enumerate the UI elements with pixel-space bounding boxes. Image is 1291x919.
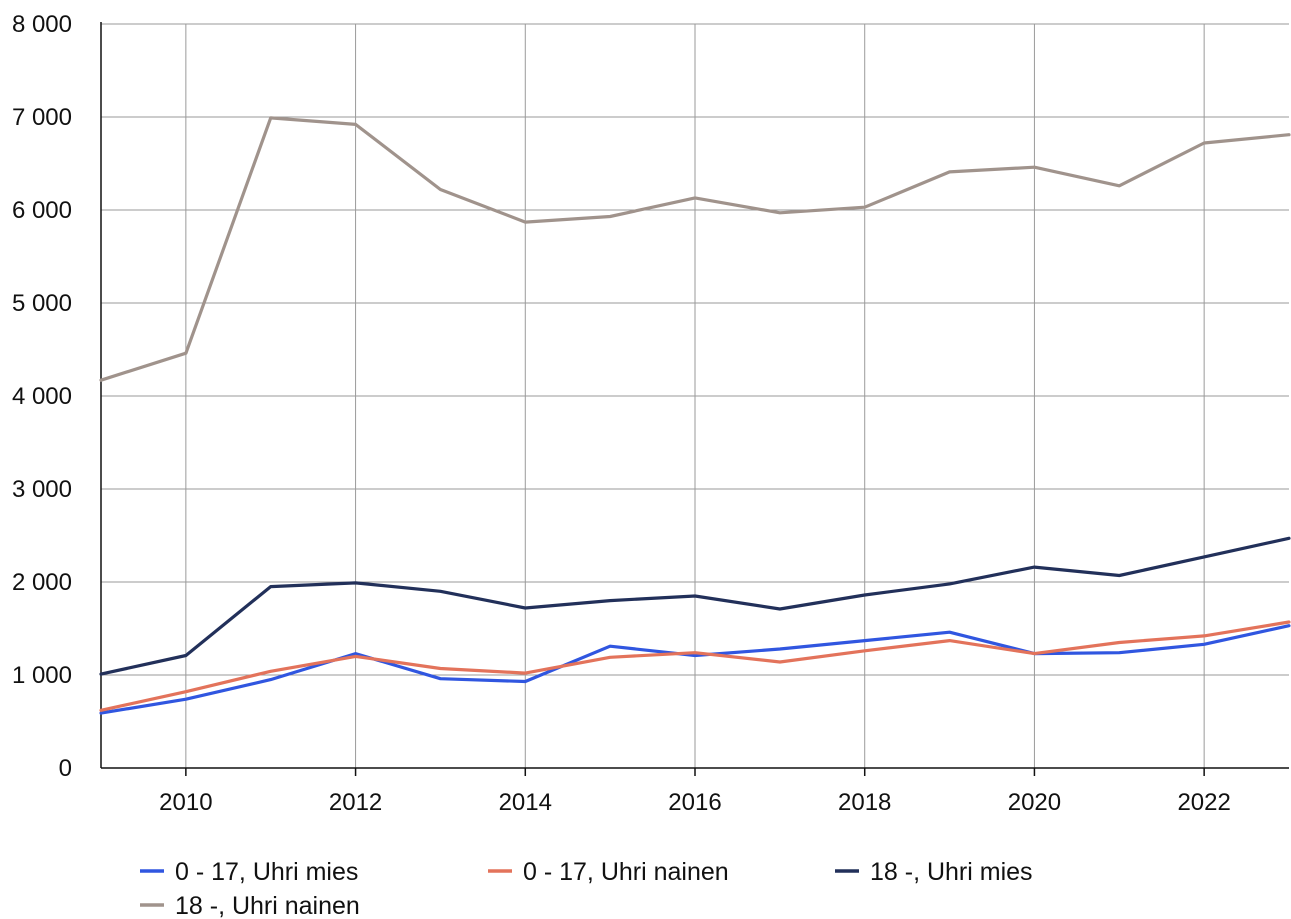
series-line-3	[99, 536, 1291, 676]
series-line-4	[99, 116, 1291, 382]
series-line-2	[99, 620, 1291, 712]
y-tick-label: 0	[59, 755, 72, 782]
y-tick-label: 3 000	[12, 476, 72, 503]
x-tick-label: 2018	[838, 789, 891, 816]
series-line-1	[99, 624, 1291, 715]
y-tick-label: 5 000	[12, 290, 72, 317]
x-tick-label: 2014	[499, 789, 552, 816]
legend-label: 18 -, Uhri mies	[870, 858, 1033, 886]
y-tick-label: 2 000	[12, 569, 72, 596]
y-tick-label: 4 000	[12, 383, 72, 410]
legend-label: 0 - 17, Uhri nainen	[523, 858, 729, 886]
legend-label: 18 -, Uhri nainen	[175, 892, 360, 919]
legend-label: 0 - 17, Uhri mies	[175, 858, 358, 886]
y-tick-label: 8 000	[12, 11, 72, 38]
x-tick-label: 2016	[668, 789, 721, 816]
x-tick-label: 2010	[159, 789, 212, 816]
x-tick-label: 2012	[329, 789, 382, 816]
x-tick-label: 2020	[1008, 789, 1061, 816]
y-tick-label: 1 000	[12, 662, 72, 689]
x-tick-label: 2022	[1177, 789, 1230, 816]
y-tick-label: 6 000	[12, 197, 72, 224]
y-tick-label: 7 000	[12, 104, 72, 131]
